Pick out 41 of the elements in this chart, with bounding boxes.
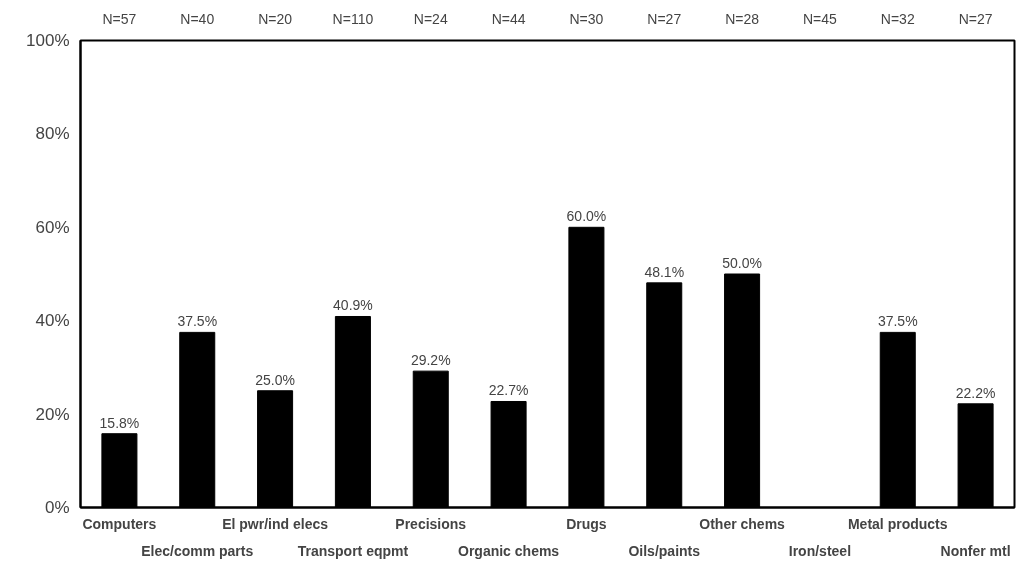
text: N=27 <box>647 10 682 27</box>
y-tick-label: 100% <box>26 31 70 50</box>
text: N=44 <box>491 10 526 27</box>
data-label: 22.2% <box>955 384 996 401</box>
text: N=24 <box>413 10 448 27</box>
x-tick-label: Nonfer mtl <box>940 542 1011 559</box>
x-tick-label: Organic chems <box>458 542 560 559</box>
text: N=32 <box>880 10 915 27</box>
data-label: 40.9% <box>333 297 373 314</box>
x-tick-label: Metal products <box>847 515 948 532</box>
y-tick-label: 80% <box>35 124 70 144</box>
x-tick-label: Iron/steel <box>788 542 852 559</box>
data-label: 37.5% <box>177 313 218 330</box>
text: N=57 <box>102 10 137 27</box>
data-label: 37.5% <box>877 313 918 330</box>
data-label: 29.2% <box>410 352 451 369</box>
x-tick-label: Other chems <box>699 515 786 532</box>
data-label: 50.0% <box>722 255 762 271</box>
text: N=40 <box>180 10 215 27</box>
x-tick-label: Computers <box>82 515 157 532</box>
y-tick-label: 20% <box>35 404 70 424</box>
text: N=45 <box>802 10 838 27</box>
y-tick-label: 40% <box>35 311 70 331</box>
data-label: 60.0% <box>566 208 607 225</box>
text: N=30 <box>569 10 604 27</box>
x-tick-label: Drugs <box>566 515 607 532</box>
text: N=110 <box>332 10 374 27</box>
data-label: 25.0% <box>255 371 295 388</box>
text: N=28 <box>725 10 760 27</box>
text: N=27 <box>958 10 993 27</box>
x-tick-label: Transport eqpmt <box>297 542 409 559</box>
y-tick-label: 0% <box>44 498 70 517</box>
x-tick-label: Elec/comm parts <box>141 542 254 559</box>
data-label: 48.1% <box>644 263 685 280</box>
y-tick-label: 60% <box>35 217 70 237</box>
x-tick-label: Oils/paints <box>628 542 701 559</box>
data-label: 15.8% <box>99 414 140 431</box>
text: N=20 <box>258 10 293 27</box>
data-label: 22.7% <box>488 382 529 399</box>
x-tick-label: El pwr/ind elecs <box>222 515 329 532</box>
x-tick-label: Precisions <box>395 515 467 532</box>
